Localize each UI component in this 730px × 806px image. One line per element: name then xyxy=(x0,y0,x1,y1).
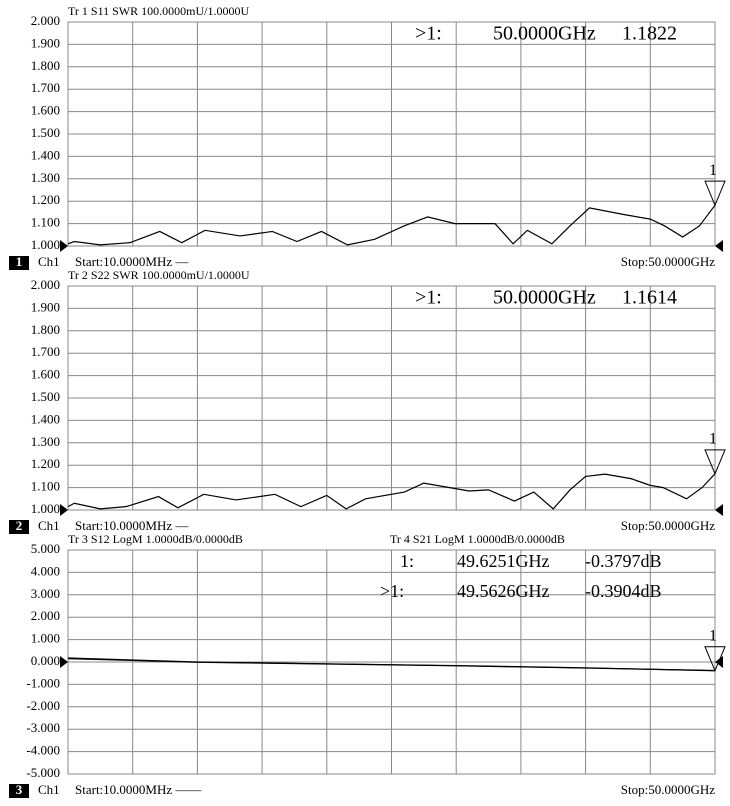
y-tick-label: -1.000 xyxy=(26,675,60,690)
trace-header: Tr 4 S21 LogM 1.0000dB/0.0000dB xyxy=(390,532,565,546)
channel: Ch1 xyxy=(38,518,60,533)
trace-number: 3 xyxy=(16,782,23,797)
marker-freq: 49.6251GHz xyxy=(457,551,550,571)
trace-number: 2 xyxy=(16,518,23,533)
marker-value: -0.3904dB xyxy=(585,581,662,601)
y-tick-label: -3.000 xyxy=(26,720,60,735)
marker-freq: 49.5626GHz xyxy=(457,581,550,601)
marker-triangle xyxy=(704,180,726,207)
y-tick-label: 1.000 xyxy=(31,237,60,252)
marker-value: -0.3797dB xyxy=(585,551,662,571)
trace-header: Tr 3 S12 LogM 1.0000dB/0.0000dB xyxy=(68,532,243,546)
trace-header: Tr 1 S11 SWR 100.0000mU/1.0000U xyxy=(68,4,249,18)
y-tick-label: 1.900 xyxy=(31,35,60,50)
marker-label: >1: xyxy=(380,581,404,601)
marker-triangle xyxy=(704,449,726,476)
trace xyxy=(67,473,716,510)
y-tick-label: 4.000 xyxy=(31,563,60,578)
marker-value: 1.1614 xyxy=(622,287,677,309)
channel: Ch1 xyxy=(38,254,60,269)
y-tick-label: 5.000 xyxy=(31,541,60,556)
marker-number: 1 xyxy=(709,431,717,448)
start-freq: Start:10.0000MHz —— xyxy=(75,782,202,797)
y-tick-label: 1.400 xyxy=(31,411,60,426)
y-tick-label: 1.900 xyxy=(31,299,60,314)
y-tick-label: 1.300 xyxy=(31,434,60,449)
y-tick-label: 1.700 xyxy=(31,80,60,95)
y-tick-label: 2.000 xyxy=(31,608,60,623)
reference-arrow xyxy=(60,240,68,252)
start-freq: Start:10.0000MHz — xyxy=(75,518,189,533)
trace-number-box xyxy=(9,256,29,270)
y-tick-label: 2.000 xyxy=(31,13,60,28)
marker-label: >1: xyxy=(415,287,442,309)
y-tick-label: 1.700 xyxy=(31,344,60,359)
y-tick-label: 0.000 xyxy=(31,653,60,668)
y-tick-label: 1.600 xyxy=(31,367,60,382)
y-tick-label: 1.500 xyxy=(31,125,60,140)
y-tick-label: 1.500 xyxy=(31,389,60,404)
marker-freq: 50.0000GHz xyxy=(493,287,596,309)
channel: Ch1 xyxy=(38,782,60,797)
stop-freq: Stop:50.0000GHz xyxy=(621,254,715,269)
reference-arrow xyxy=(60,656,68,668)
reference-arrow xyxy=(60,504,68,516)
y-tick-label: -2.000 xyxy=(26,698,60,713)
start-freq: Start:10.0000MHz — xyxy=(75,254,189,269)
y-tick-label: -4.000 xyxy=(26,743,60,758)
marker-freq: 50.0000GHz xyxy=(493,23,596,45)
y-tick-label: 1.200 xyxy=(31,456,60,471)
y-tick-label: 1.300 xyxy=(31,170,60,185)
trace xyxy=(67,658,716,672)
stop-freq: Stop:50.0000GHz xyxy=(621,782,715,797)
marker-label: >1: xyxy=(415,23,442,45)
y-tick-label: 1.000 xyxy=(31,631,60,646)
y-tick-label: -5.000 xyxy=(26,765,60,780)
marker-triangle xyxy=(704,646,726,673)
y-tick-label: 3.000 xyxy=(31,586,60,601)
reference-arrow xyxy=(715,240,723,252)
trace xyxy=(67,204,716,246)
trace-number: 1 xyxy=(16,254,23,269)
stop-freq: Stop:50.0000GHz xyxy=(621,518,715,533)
y-tick-label: 1.400 xyxy=(31,147,60,162)
y-tick-label: 1.200 xyxy=(31,192,60,207)
y-tick-label: 1.100 xyxy=(31,479,60,494)
marker-number: 1 xyxy=(709,162,717,179)
marker-value: 1.1822 xyxy=(622,23,677,45)
y-tick-label: 1.800 xyxy=(31,58,60,73)
reference-arrow xyxy=(715,504,723,516)
trace-number-box xyxy=(9,784,29,798)
y-tick-label: 2.000 xyxy=(31,277,60,292)
marker-label: 1: xyxy=(400,551,414,571)
y-tick-label: 1.000 xyxy=(31,501,60,516)
trace-number-box xyxy=(9,520,29,534)
trace-header: Tr 2 S22 SWR 100.0000mU/1.0000U xyxy=(68,268,250,282)
y-tick-label: 1.800 xyxy=(31,322,60,337)
y-tick-label: 1.100 xyxy=(31,215,60,230)
marker-number: 1 xyxy=(709,627,717,644)
y-tick-label: 1.600 xyxy=(31,103,60,118)
